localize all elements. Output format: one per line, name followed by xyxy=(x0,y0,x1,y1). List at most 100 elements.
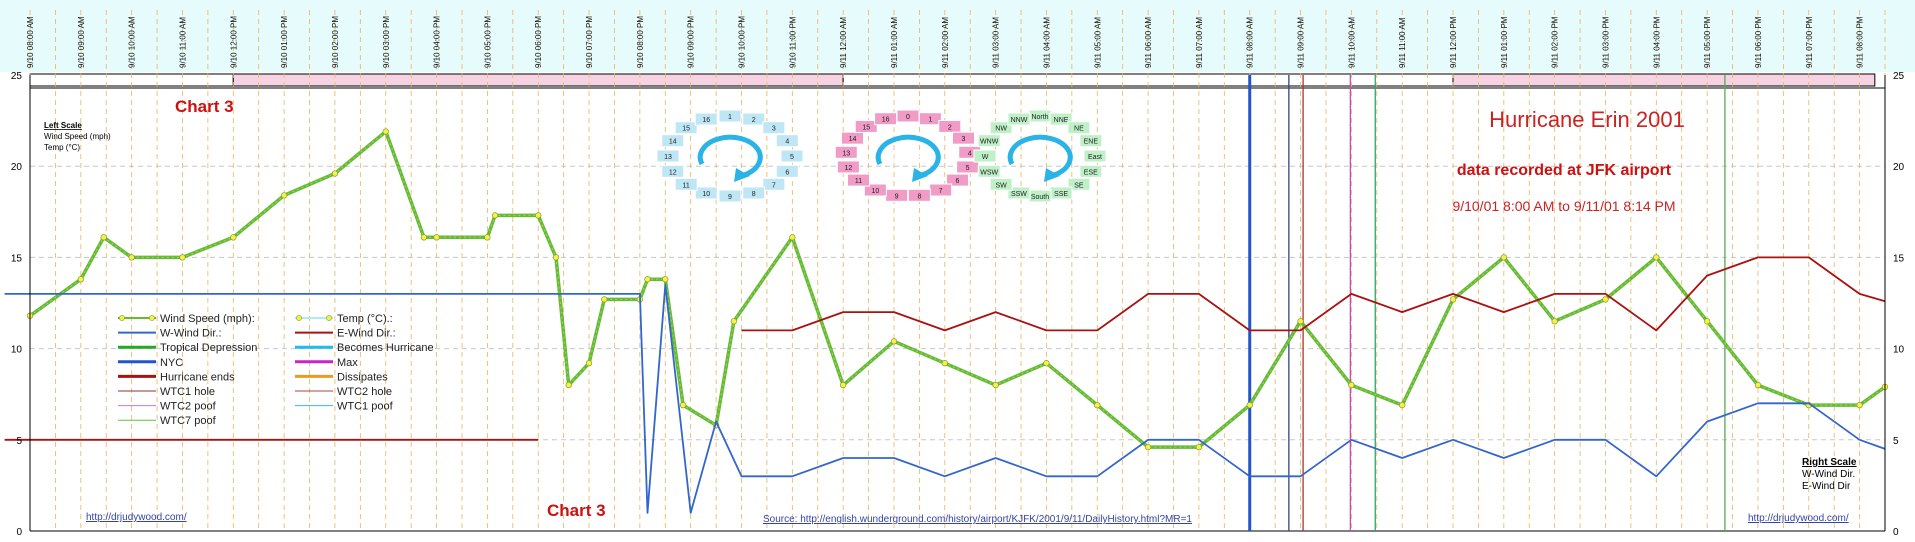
wind-speed-point xyxy=(230,234,237,241)
time-axis-band xyxy=(0,0,1915,72)
wind-speed-point xyxy=(840,381,847,389)
legend-item-tropical-depression: Tropical Depression xyxy=(118,342,257,354)
x-tick-label: 9/10 02:00 PM xyxy=(331,16,340,68)
compass-label: 4 xyxy=(785,139,789,146)
x-tick-label: 9/11 02:00 AM xyxy=(941,17,950,68)
right-scale-line-1: W-Wind Dir. xyxy=(1802,469,1855,480)
legend-label: Tropical Depression xyxy=(160,342,257,354)
x-tick-label: 9/11 09:00 AM xyxy=(1297,17,1306,68)
wind-speed-point xyxy=(1043,360,1050,367)
compass-label: SSW xyxy=(1011,191,1027,198)
compass-cell xyxy=(907,188,931,202)
compass-label: 6 xyxy=(956,178,960,185)
x-tick-label: 9/10 08:00 AM xyxy=(26,16,35,68)
phase-band xyxy=(29,73,1885,89)
left-scale-line-1: Wind Speed (mph) xyxy=(44,132,111,141)
x-tick-label: 9/11 04:00 AM xyxy=(1042,17,1051,68)
compass-label: 8 xyxy=(752,191,756,198)
x-tick-label: 9/11 02:00 PM xyxy=(1551,16,1560,68)
compass-cell xyxy=(1049,112,1073,126)
credit-link-left[interactable]: http://drjudywood.com/ xyxy=(86,512,187,523)
wind-speed-point xyxy=(1094,401,1101,409)
wind-speed-point xyxy=(1500,254,1507,261)
x-tick-label: 9/10 04:00 PM xyxy=(433,16,442,68)
compass-label: 5 xyxy=(790,154,794,161)
compass-label: 10 xyxy=(702,191,710,198)
y-tick-label-left: 25 xyxy=(11,71,23,82)
wind-speed-point xyxy=(992,381,999,389)
x-tick-label: 9/11 01:00 PM xyxy=(1500,16,1509,68)
wind-speed-point xyxy=(484,234,491,241)
compass-label: NE xyxy=(1074,126,1084,133)
legend-label: Temp (°C).: xyxy=(337,313,393,325)
compass-label: 9 xyxy=(728,194,732,201)
wind-speed-point xyxy=(77,276,84,283)
x-tick-label: 9/10 10:00 AM xyxy=(128,16,137,68)
wind-speed-point xyxy=(890,338,898,345)
y-tick-label-left: 5 xyxy=(16,436,22,447)
compass-label: 15 xyxy=(682,126,690,133)
y-tick-label-right: 20 xyxy=(1893,162,1905,173)
compass-label: SE xyxy=(1074,182,1084,189)
compass-label: 8 xyxy=(917,193,921,200)
source-link[interactable]: Source: http://english.wunderground.com/… xyxy=(763,514,1192,525)
right-scale-title: Right Scale xyxy=(1802,457,1857,468)
compass-cell xyxy=(938,119,962,133)
compass-cell xyxy=(1007,112,1031,126)
legend-label: Hurricane ends xyxy=(160,371,235,383)
compass-label: 12 xyxy=(669,169,677,176)
legend-label: Max xyxy=(337,357,358,369)
legend-item-nyc: NYC xyxy=(118,357,183,369)
compass-cell xyxy=(977,164,1001,178)
wind-speed-point xyxy=(491,212,499,219)
wind-speed-point xyxy=(433,234,440,241)
compass-cell xyxy=(661,134,685,148)
compass-cell xyxy=(718,109,742,123)
compass-label: 14 xyxy=(669,139,677,146)
compass-label: 3 xyxy=(772,126,776,133)
compass-cell xyxy=(674,177,698,191)
compass-label: 13 xyxy=(664,154,672,161)
chart-label: Chart 3 xyxy=(175,97,234,116)
legend-label: Becomes Hurricane xyxy=(337,342,434,354)
wind-speed-point xyxy=(382,128,389,135)
compass-cell xyxy=(1083,149,1107,163)
compass-cell xyxy=(1067,177,1091,191)
wind-speed-point xyxy=(1856,401,1863,409)
rotation-arrow-icon xyxy=(1007,134,1073,178)
left-scale-title: Left Scale xyxy=(44,121,82,130)
credit-link-right[interactable]: http://drjudywood.com/ xyxy=(1748,513,1849,524)
compass-cell xyxy=(1079,164,1103,178)
chart-title: Hurricane Erin 2001 xyxy=(1489,107,1685,132)
legend-label: E-Wind Dir.: xyxy=(337,328,396,340)
legend-label: Wind Speed (mph): xyxy=(160,313,255,325)
compass-cell xyxy=(742,186,766,200)
legend-item-wtc7-poof: WTC7 poof xyxy=(118,415,217,427)
y-tick-label-right: 5 xyxy=(1893,436,1899,447)
compass-cell xyxy=(762,121,786,135)
legend-item-wtc1-hole: WTC1 hole xyxy=(118,386,215,398)
wind-speed-point xyxy=(535,212,542,219)
legend-label: WTC1 hole xyxy=(160,386,215,398)
compass-cell xyxy=(718,189,742,203)
left-scale-line-2: Temp (°C) xyxy=(44,143,80,152)
compass-cell xyxy=(863,183,887,197)
legend-item-becomes-hurricane: Becomes Hurricane xyxy=(295,342,434,354)
compass-label: 6 xyxy=(785,169,789,176)
compass-cell xyxy=(874,112,898,126)
x-tick-label: 9/11 03:00 PM xyxy=(1601,16,1610,68)
legend-item-e-wind-dir: E-Wind Dir.: xyxy=(295,328,396,340)
compass-label: 16 xyxy=(882,117,890,124)
x-tick-label: 9/10 11:00 AM xyxy=(178,17,187,68)
compass-cell xyxy=(847,173,871,187)
grid xyxy=(29,10,1886,532)
event-lines xyxy=(1248,75,1726,531)
compass-cell xyxy=(989,121,1013,135)
x-tick-labels: 9/10 08:00 AM 9/10 09:00 AM 9/10 10:00 AM 9… xyxy=(26,16,1865,68)
compass-cell xyxy=(762,177,786,191)
wind-speed-point xyxy=(601,296,608,303)
